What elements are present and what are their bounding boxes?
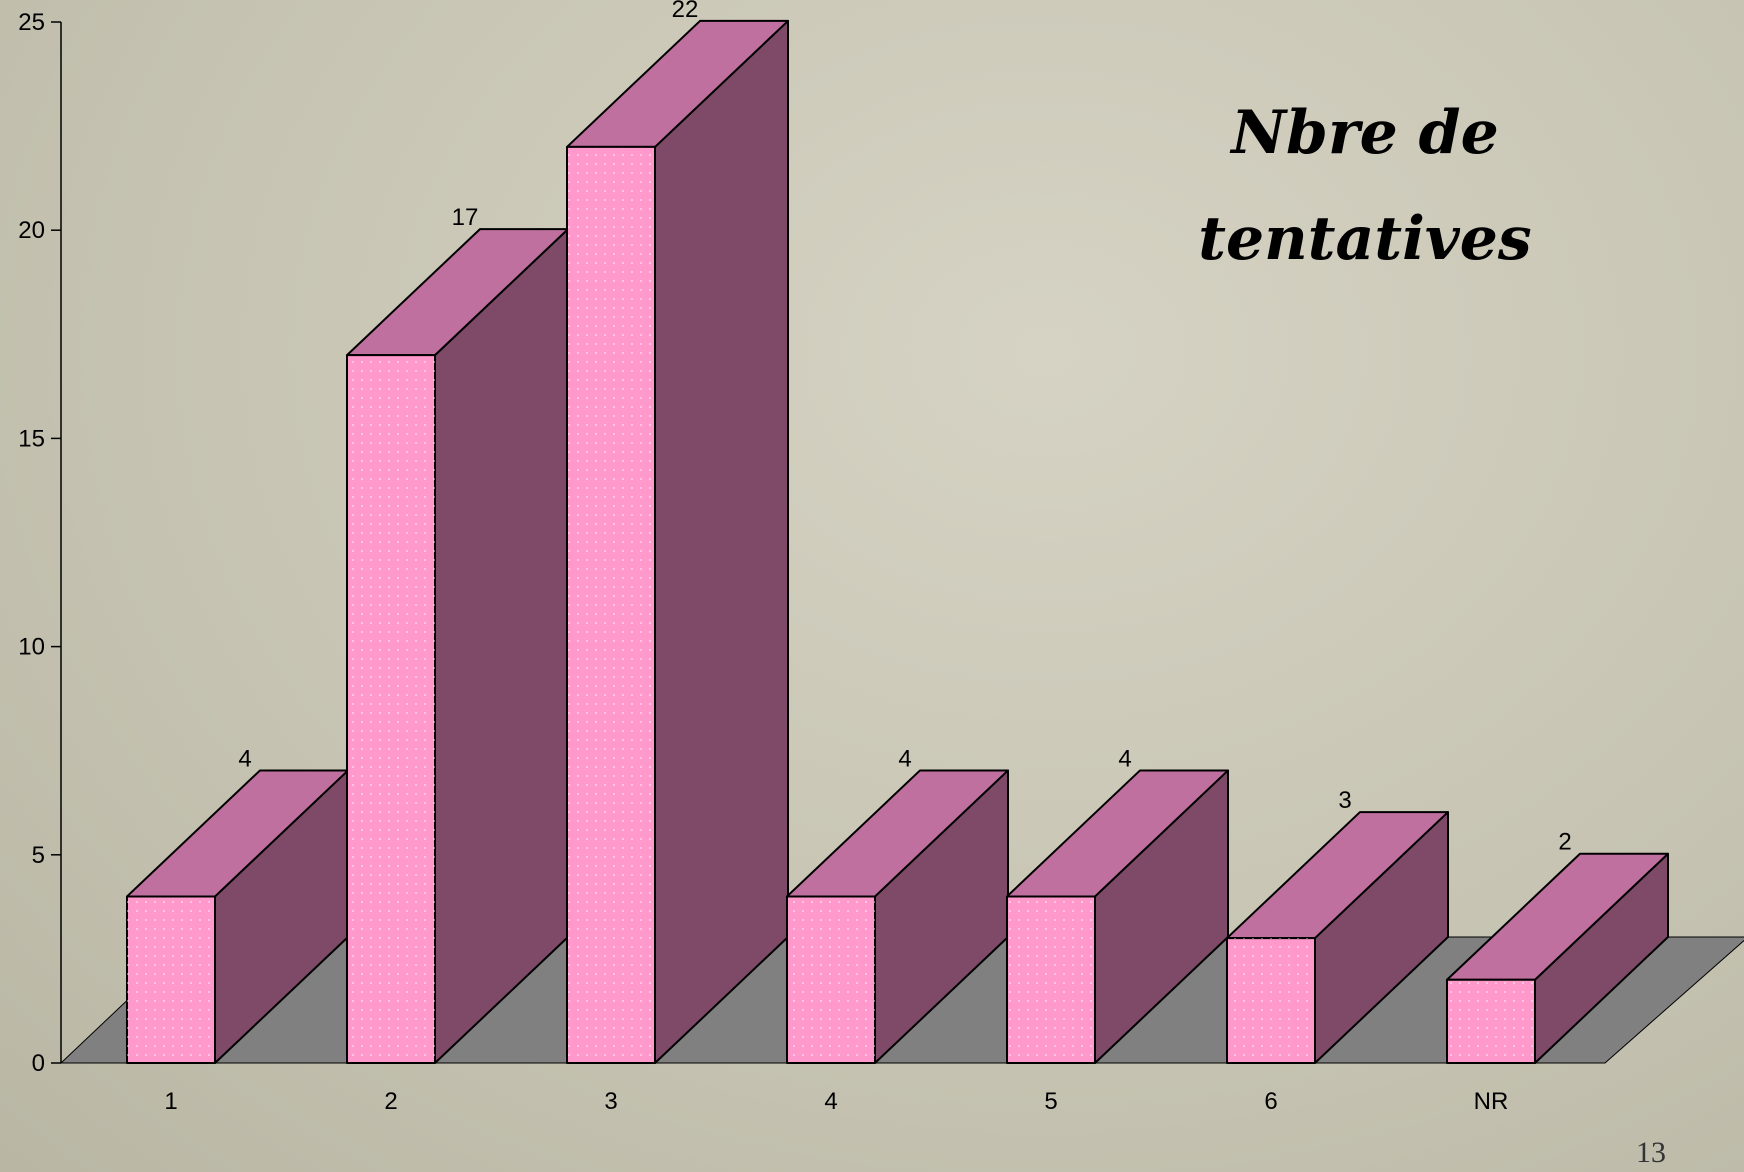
value-label: 4	[238, 745, 251, 772]
bar-texture	[1007, 896, 1095, 1063]
value-label: 17	[452, 204, 479, 231]
value-label: 3	[1338, 787, 1351, 814]
bar-side	[654, 19, 789, 1064]
x-tick-label: NR	[1474, 1088, 1509, 1115]
bar-side	[434, 228, 569, 1064]
bar-texture	[1227, 938, 1315, 1063]
x-tick-label: 6	[1264, 1088, 1277, 1115]
y-tick-label: 10	[18, 634, 45, 661]
x-tick-label: 4	[824, 1088, 837, 1115]
bar-texture	[787, 896, 875, 1063]
y-tick-label: 25	[18, 9, 45, 36]
bar-texture	[1447, 979, 1535, 1063]
page-number: 13	[1636, 1136, 1666, 1169]
value-label: 4	[1118, 745, 1131, 772]
value-label: 22	[672, 0, 699, 23]
bar-texture	[567, 146, 655, 1064]
y-tick-label: 15	[18, 425, 45, 452]
value-label: 2	[1558, 829, 1571, 856]
x-tick-label: 2	[384, 1088, 397, 1115]
x-tick-label: 5	[1044, 1088, 1057, 1115]
bar-texture	[347, 355, 435, 1063]
y-tick-label: 5	[32, 842, 45, 869]
chart-title: Nbre de tentatives	[1198, 98, 1532, 274]
x-tick-label: 1	[164, 1088, 177, 1115]
bar-texture	[127, 896, 215, 1063]
value-label: 4	[898, 745, 911, 772]
y-tick-label: 20	[18, 217, 45, 244]
x-tick-label: 3	[604, 1088, 617, 1115]
y-tick-label: 0	[32, 1050, 45, 1077]
